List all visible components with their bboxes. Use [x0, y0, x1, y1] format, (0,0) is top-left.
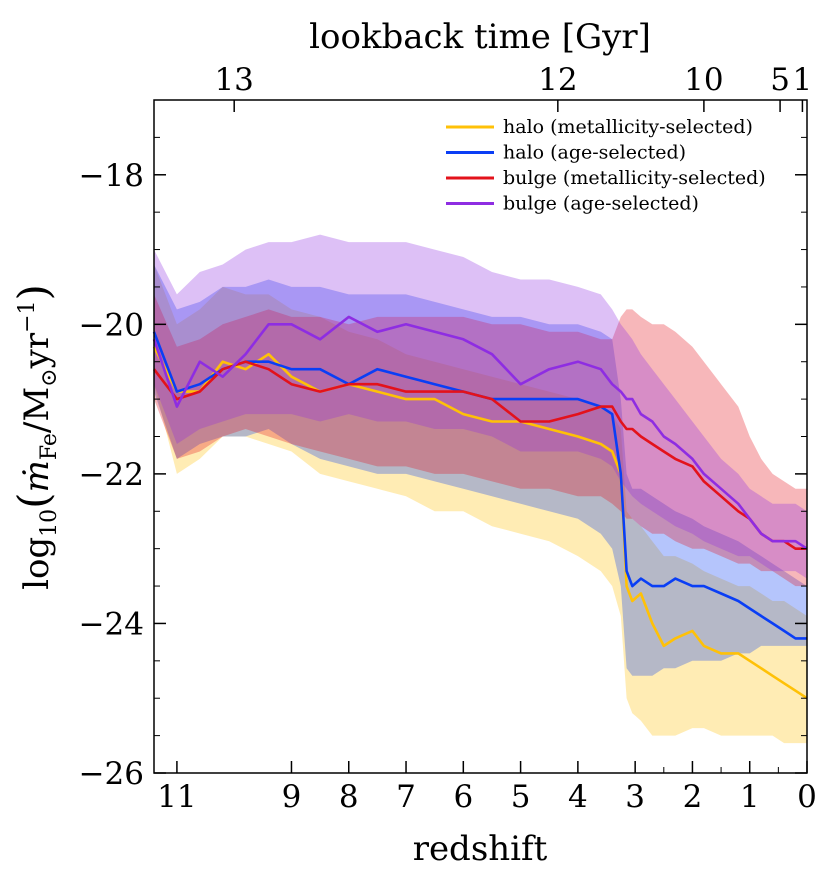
band-2 [154, 294, 807, 587]
x-tick-label-0: 11 [157, 779, 196, 815]
top-tick-label-2: 10 [684, 62, 723, 98]
x-tick-label-4: 6 [453, 779, 473, 815]
top-tick-label-4: 1 [793, 62, 813, 98]
x-tick-label-1: 9 [282, 779, 302, 815]
legend-label-1: halo (age-selected) [503, 142, 686, 164]
y-tick-label-3: −24 [79, 606, 144, 642]
x-tick-label-2: 8 [339, 779, 359, 815]
series-line-0 [152, 346, 808, 700]
y-tick-label-2: −22 [79, 457, 144, 493]
band-0 [154, 264, 807, 744]
series-line-2 [152, 360, 807, 551]
y-axis-title: log10(ṁFe/M⊙yr−1) [9, 284, 62, 590]
band-3 [154, 234, 807, 579]
series-line-1 [152, 331, 807, 640]
top-axis-title: lookback time [Gyr] [309, 17, 651, 57]
top-tick-label-3: 5 [770, 62, 790, 98]
y-axis: −18 −20 −22 −24 −26 [79, 99, 807, 792]
y-tick-label-1: −20 [79, 307, 144, 343]
confidence-bands [154, 234, 807, 744]
top-axis: 13 12 10 5 1 [214, 62, 812, 112]
x-axis: 11 9 8 7 6 5 4 3 2 1 0 [157, 761, 817, 815]
x-tick-label-10: 0 [797, 779, 817, 815]
x-tick-label-5: 5 [511, 779, 531, 815]
legend: halo (metallicity-selected) halo (age-sel… [446, 116, 766, 215]
x-tick-label-8: 2 [683, 779, 703, 815]
top-tick-label-1: 12 [538, 62, 577, 98]
legend-label-2: bulge (metallicity-selected) [503, 167, 766, 189]
series-lines [152, 315, 808, 700]
y-tick-label-4: −26 [79, 756, 144, 792]
series-line-3 [152, 315, 808, 550]
top-tick-label-0: 13 [214, 62, 253, 98]
x-tick-label-3: 7 [396, 779, 416, 815]
band-1 [154, 264, 807, 676]
legend-label-3: bulge (age-selected) [503, 193, 699, 215]
x-axis-title: redshift [413, 829, 548, 869]
x-tick-label-7: 3 [625, 779, 645, 815]
x-tick-label-6: 4 [568, 779, 588, 815]
x-tick-label-9: 1 [740, 779, 760, 815]
legend-label-0: halo (metallicity-selected) [503, 116, 753, 138]
y-tick-label-0: −18 [79, 158, 144, 194]
